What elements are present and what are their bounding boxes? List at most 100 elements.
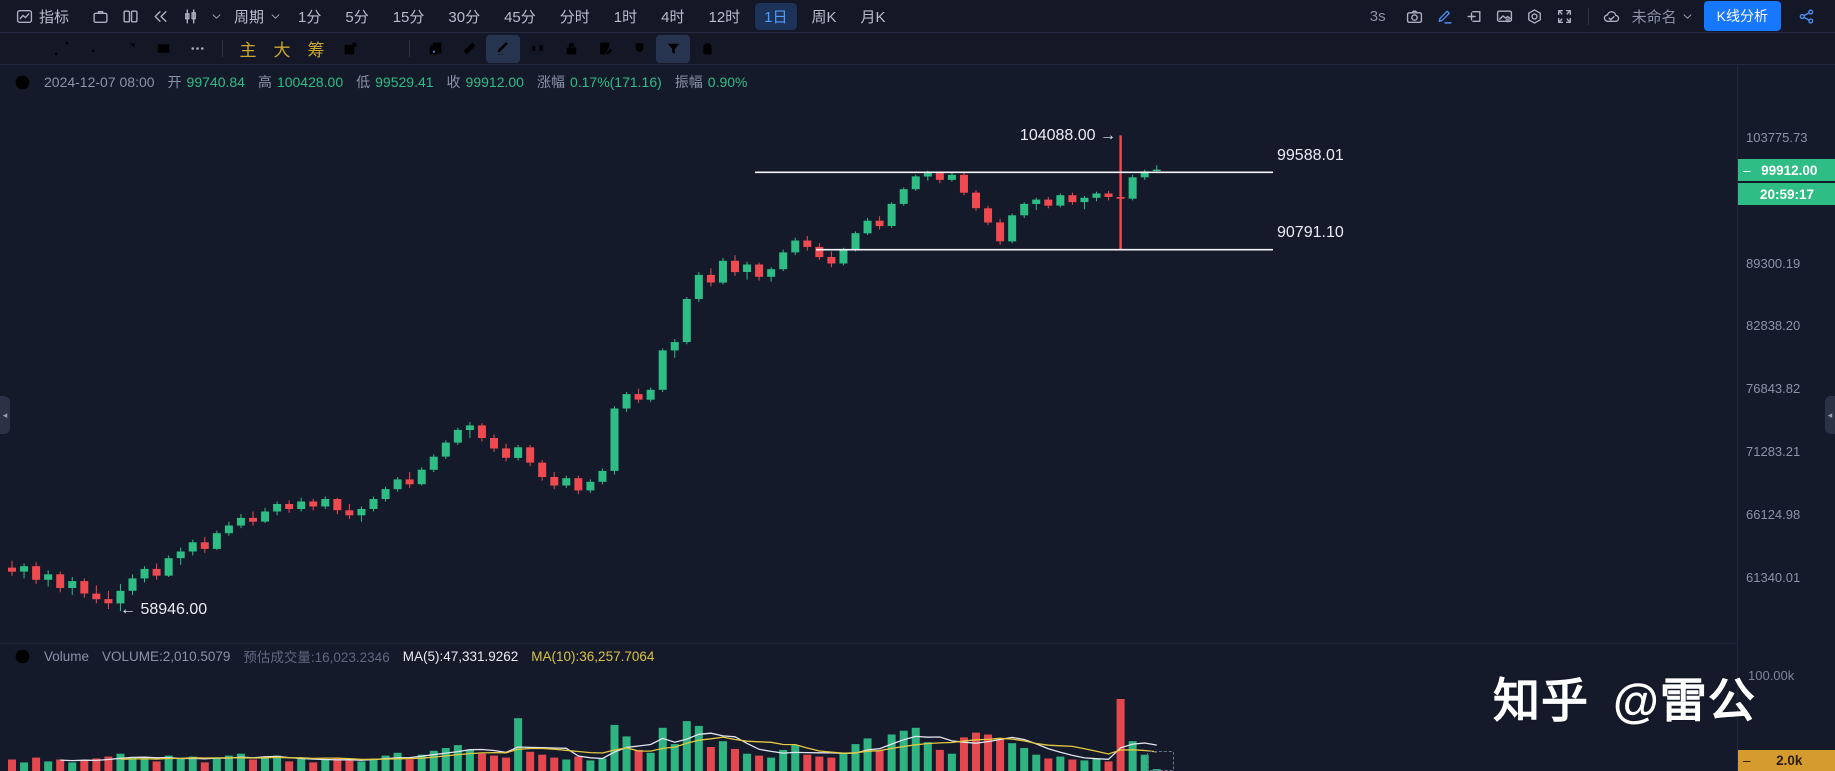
period-label: 周期 (234, 8, 265, 26)
share-icon[interactable] (1791, 3, 1821, 29)
rewind-icon[interactable] (145, 3, 175, 29)
support-annotation[interactable]: 90791.10 (1277, 224, 1344, 241)
tool-zhu[interactable]: 主 (239, 41, 257, 60)
candle-type-icon (175, 3, 205, 29)
volume-axis-label: 100.00k (1748, 668, 1795, 683)
note-edit-icon[interactable] (588, 35, 622, 63)
period-5分[interactable]: 5分 (345, 8, 369, 26)
candlestick-chart[interactable] (0, 0, 1737, 771)
segment-tool-icon[interactable] (10, 35, 44, 63)
drawing-toolbar: 主 大 筹 (0, 33, 1835, 65)
case-icon[interactable] (85, 3, 115, 29)
price-tick: 76843.82 (1746, 381, 1801, 396)
copy-frames-icon[interactable] (418, 35, 452, 63)
price-line-dash: – (1743, 162, 1751, 178)
high-label: 高 (257, 74, 272, 90)
kline-analysis-button[interactable]: K线分析 (1703, 1, 1781, 31)
auto-line-icon[interactable] (367, 35, 401, 63)
change-value: 0.17%(171.16) (569, 74, 662, 90)
chevron-down-icon (269, 3, 281, 29)
chevron-down-icon (1682, 3, 1694, 29)
layout-compare-icon[interactable] (115, 3, 145, 29)
more-tools-icon[interactable] (180, 35, 214, 63)
ray-tool-icon[interactable] (78, 35, 112, 63)
estimated-volume-value: 预估成交量:16,023.2346 (243, 650, 390, 665)
divider (409, 40, 410, 57)
low-label: 低 (356, 74, 371, 90)
resistance-annotation[interactable]: 99588.01 (1277, 147, 1344, 164)
trendline-tool-icon[interactable] (44, 35, 78, 63)
period-dropdown[interactable]: 周期 (234, 3, 281, 29)
period-12时[interactable]: 12时 (708, 8, 741, 26)
volume-ma5-value: MA(5):47,331.9262 (402, 648, 519, 664)
change-label: 涨幅 (536, 74, 565, 90)
price-tick: 82838.20 (1746, 318, 1801, 333)
trash-icon[interactable] (690, 35, 724, 63)
open-value: 99740.84 (186, 74, 245, 90)
high-price-annotation[interactable]: 104088.00 → (1019, 127, 1116, 144)
pane-divider (0, 643, 1737, 644)
divider (222, 40, 223, 57)
divider (1587, 7, 1589, 25)
fullscreen-icon[interactable] (1550, 3, 1580, 29)
camera-icon[interactable] (1400, 3, 1430, 29)
volume-pane-name: Volume (44, 648, 90, 664)
chevron-down-icon (210, 3, 222, 29)
price-tick: 89300.19 (1746, 256, 1801, 271)
close-value: 99912.00 (465, 74, 524, 90)
selection-marquee-icon[interactable] (1147, 751, 1174, 771)
period-30分[interactable]: 30分 (448, 8, 481, 26)
cloud-saved-icon (1597, 3, 1627, 29)
document-menu[interactable]: 未命名 (1597, 3, 1694, 29)
period-周K[interactable]: 周K (811, 8, 837, 26)
replay-box-icon[interactable] (333, 35, 367, 63)
watermark: 知乎 @雷公 (1493, 674, 1756, 727)
refresh-interval-label[interactable]: 3s (1369, 7, 1386, 25)
last-price-badge: – 99912.00 (1738, 159, 1835, 181)
gear-icon[interactable] (1520, 3, 1550, 29)
lock-icon[interactable] (554, 35, 588, 63)
open-label: 开 (167, 74, 182, 90)
arrow-tool-icon[interactable] (112, 35, 146, 63)
price-axis[interactable]: 103775.73 89300.19 82838.20 76843.82 71283.2… (1737, 0, 1835, 771)
period-分时[interactable]: 分时 (559, 8, 590, 26)
magnet-icon[interactable] (622, 35, 656, 63)
bar-datetime: 2024-12-07 08:00 (44, 74, 155, 90)
indicator-chart-icon (14, 3, 34, 29)
tool-chou[interactable]: 筹 (307, 41, 325, 60)
low-price-annotation[interactable]: ← 58946.00 (120, 601, 208, 618)
brush-tool-icon[interactable] (486, 34, 520, 63)
panel-image-icon[interactable] (1490, 3, 1520, 29)
price-tick: 61340.01 (1746, 570, 1801, 585)
chart-type-dropdown[interactable] (175, 3, 222, 29)
bars-pattern-icon[interactable] (520, 35, 554, 63)
volume-ma10-value: MA(10):36,257.7064 (531, 648, 655, 664)
rectangle-tool-icon[interactable] (146, 35, 180, 63)
document-name: 未命名 (1631, 8, 1677, 26)
low-value: 99529.41 (375, 74, 434, 90)
indicator-button[interactable]: 指标 (14, 3, 69, 29)
tool-da[interactable]: 大 (273, 41, 291, 60)
price-tick: 71283.21 (1746, 444, 1801, 459)
right-collapse-handle[interactable]: ◂ (1825, 396, 1835, 434)
period-1时[interactable]: 1时 (613, 8, 638, 26)
period-4时[interactable]: 4时 (661, 8, 685, 26)
period-45分[interactable]: 45分 (504, 8, 536, 26)
period-月K[interactable]: 月K (860, 8, 886, 26)
add-frame-icon[interactable] (1460, 3, 1490, 29)
collapse-circle-icon[interactable] (14, 74, 31, 91)
period-15分[interactable]: 15分 (392, 8, 425, 26)
volume-value: VOLUME:2,010.5079 (102, 648, 231, 664)
period-1日[interactable]: 1日 (755, 2, 797, 30)
close-label: 收 (446, 74, 461, 90)
ruler-icon[interactable] (452, 35, 486, 63)
filter-icon[interactable] (656, 34, 690, 63)
price-tick: 66124.98 (1746, 507, 1801, 522)
pencil-icon[interactable] (1430, 3, 1460, 29)
period-1分[interactable]: 1分 (298, 8, 322, 26)
left-collapse-handle[interactable]: ◂ (0, 396, 10, 434)
collapse-circle-icon[interactable] (14, 648, 31, 665)
amplitude-label: 振幅 (674, 74, 703, 90)
